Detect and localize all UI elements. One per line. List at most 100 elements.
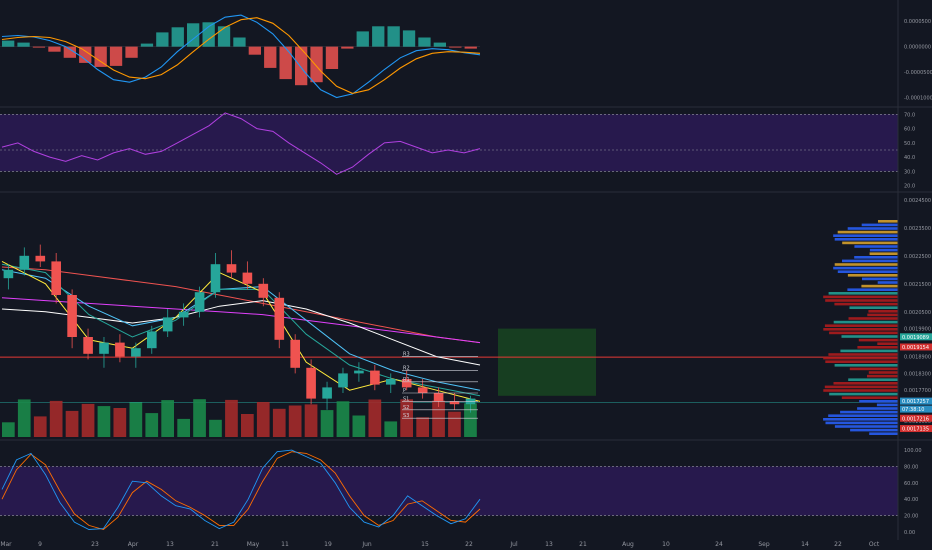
candle-body [401,379,412,388]
volume-profile-bar [859,400,898,403]
price-tag [900,414,932,422]
macd-histogram-bar [295,46,308,86]
macd-histogram-bar [341,46,354,49]
pivot-label: S3 [403,413,409,419]
time-axis-label: Mar [0,541,12,548]
macd-histogram-bar [202,22,215,47]
price-tag-label: 0.0017257 [902,399,929,405]
volume-profile-bar [834,364,898,367]
volume-bar [416,417,429,437]
volume-profile-bar [841,335,898,338]
volume-profile-bar [878,220,898,223]
volume-bar [225,399,238,437]
stoch-band [0,466,898,516]
volume-profile-bar [869,432,898,435]
volume-profile-bar [849,367,898,371]
volume-bar [384,421,398,437]
price-axis-label: 0.0016600 [904,419,931,425]
time-axis-label: Oct [869,541,880,548]
volume-profile-bar [825,360,898,363]
volume-profile-bar [869,248,898,252]
macd-histogram-bar [217,26,231,47]
volume-profile-bar [828,414,898,417]
candle-body [147,331,157,349]
price-tag-label: 07:38:10 [902,407,924,413]
volume-profile-bar [847,227,898,230]
price-panel[interactable]: R3 R2 R1 P S1 S2 S3 0.0024500 0.0023500 0.0022500… [0,198,932,437]
volume-bar [65,410,79,437]
macd-panel[interactable]: 0.0000500 0.0000000 -0.0000500 -0.0001000 [0,14,932,101]
price-tag [900,397,932,405]
macd-histogram-bar [387,26,400,47]
rsi-panel[interactable]: 70.0 60.0 50.0 40.0 30.0 20.0 [0,112,915,190]
volume-bar [177,418,190,437]
volume-bar [17,399,31,437]
volume-profile-bar [837,270,898,273]
pivot-label: S2 [403,405,409,411]
macd-histogram-bar [356,31,369,47]
candle-body [131,348,141,357]
volume-profile-bar [842,241,898,245]
price-axis-label: 50.0 [904,141,915,147]
pivot-label: P [403,388,406,394]
candle-body [322,387,332,399]
time-axis-label: Sep [758,541,770,548]
volume-profile-bar [829,392,898,396]
time-axis-label: 14 [801,541,809,548]
price-axis-label: 30.0 [904,169,915,175]
macd-histogram-bar [449,46,462,48]
macd-histogram-bar [109,46,123,66]
price-axis-label: 0.0021500 [904,282,931,288]
candle-body [3,269,14,279]
macd-histogram-bar [79,46,92,63]
macd-histogram-bar [156,32,169,47]
time-axis-label: Aug [622,541,634,548]
moving-average-line [1,269,481,391]
candle-body [226,264,237,273]
price-axis-label: 20.00 [904,514,918,520]
volume-profile-bar [869,252,898,255]
candle-body [115,342,125,357]
price-axis-label: 20.0 [904,184,915,190]
stoch-rsi-panel[interactable]: 100.00 80.00 60.00 40.00 20.00 0.00 [0,448,922,536]
volume-profile-bar [833,234,898,237]
macd-histogram-bar [233,37,246,47]
volume-profile-bar [877,342,898,345]
volume-profile-bar [867,374,898,378]
macd-histogram-bar [140,43,154,47]
price-axis-label: -0.0000500 [904,70,932,76]
time-axis-label: 24 [715,541,723,548]
volume-profile-bar [829,331,898,335]
time-axis[interactable]: Mar 9 23 Apr 13 21 May 11 19 Jun 15 22 Jul 13 21 Aug 10 2… [0,541,879,548]
volume-profile-bar [861,223,898,227]
price-tag-label: 0.0017135 [902,427,929,433]
volume-profile-bar [823,389,898,392]
macd-histogram-bar [17,42,30,47]
time-axis-label: 11 [281,541,289,548]
candle-body [417,387,428,393]
candle-body [19,255,30,270]
macd-histogram-bar [63,46,76,58]
price-axis-label: 0.0019900 [904,327,931,333]
volume-bar [97,406,111,437]
price-axis-label: 60.00 [904,481,918,487]
time-axis-label: 23 [91,541,99,548]
macd-histogram-bar [32,46,46,48]
macd-histogram-bar [325,46,339,69]
volume-profile-bar [834,263,898,266]
volume-profile-bar [828,292,898,295]
volume-bar [320,410,334,437]
volume-profile-bar [840,410,898,414]
candle-body [433,393,444,402]
candle-body [290,339,300,368]
candle-body [83,337,93,354]
volume-profile-bar [825,299,898,302]
time-axis-label: Jul [509,541,518,548]
price-axis-label: 0.0020500 [904,310,931,316]
candle-body [51,261,61,295]
volume-profile-bar [834,302,898,306]
volume-bar [304,404,318,437]
macd-line [1,14,481,99]
macd-histogram-bar [433,42,446,47]
